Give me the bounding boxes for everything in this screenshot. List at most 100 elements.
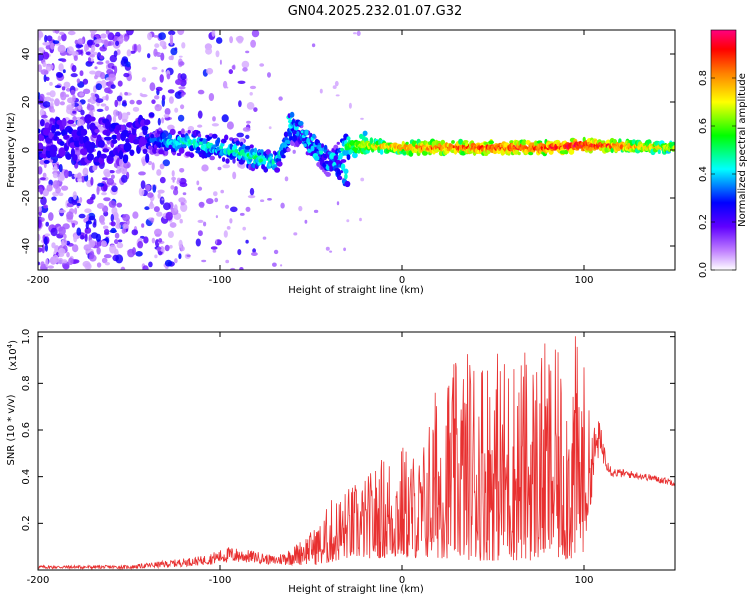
spectrogram-noise-cell — [72, 116, 77, 122]
spectrogram-noise-cell — [195, 238, 201, 247]
spectrogram-band-cell — [94, 128, 100, 134]
spectrogram-noise-cell — [96, 61, 104, 65]
spectrogram-noise-cell — [101, 257, 108, 264]
spectrogram-noise-cell — [50, 227, 58, 237]
spectrogram-noise-cell — [140, 180, 146, 190]
spectrogram-noise-cell — [156, 169, 162, 176]
spectrogram-noise-cell — [228, 69, 233, 75]
spectrogram-noise-cell — [246, 102, 255, 110]
spectrogram-noise-cell — [82, 78, 89, 85]
spectrogram-noise-cell — [101, 79, 107, 89]
spectrogram-band-cell — [129, 149, 135, 156]
spectrogram-noise-cell — [102, 225, 109, 230]
spectrogram-noise-cell — [154, 228, 162, 237]
spectrogram-noise-cell — [115, 31, 121, 38]
spectrogram-noise-cell — [38, 233, 41, 242]
colorbar-tick-label: 0.6 — [698, 118, 709, 134]
spectrogram-noise-cell — [141, 77, 147, 83]
spectrogram-noise-cell — [206, 67, 214, 75]
spectrogram-noise-cell — [201, 164, 209, 172]
spectrogram-noise-cell — [60, 91, 67, 101]
spectrogram-noise-cell — [99, 215, 105, 224]
spectrogram-noise-cell — [82, 260, 91, 268]
spectrogram-noise-cell — [68, 257, 74, 266]
spectrogram-noise-cell — [203, 221, 207, 227]
spectrogram-noise-cell — [147, 32, 153, 41]
spectrogram-noise-cell — [103, 168, 111, 176]
spectrogram-noise-cell — [278, 96, 283, 101]
spectrogram-noise-cell — [120, 112, 129, 121]
spectrogram-noise-cell — [58, 209, 66, 214]
spectrogram-noise-cell — [96, 247, 101, 255]
spectrogram-ridge-cell — [178, 147, 185, 154]
spectrogram-band-cell — [59, 141, 65, 146]
spectrogram-noise-cell — [50, 64, 54, 70]
spectrogram-noise-cell — [95, 83, 103, 91]
spectrogram-noise-cell — [39, 177, 46, 181]
spectrogram-noise-cell — [173, 204, 178, 212]
spectrogram-band-cell — [42, 154, 47, 159]
spectrogram-branch-cell — [338, 175, 343, 181]
spectrogram-noise-cell — [245, 50, 250, 54]
spectrogram-noise-cell — [76, 119, 85, 128]
spectrogram-noise-cell — [147, 160, 153, 166]
spectrogram-noise-cell — [62, 264, 70, 270]
spectrogram-noise-cell — [94, 75, 98, 80]
spectrogram-noise-cell — [39, 186, 44, 195]
spectrogram-band-cell — [100, 153, 107, 159]
spectrogram-noise-cell — [232, 171, 237, 180]
spectrogram-branch-cell — [304, 129, 309, 136]
spectrogram-noise-cell — [45, 64, 52, 72]
spectrogram-noise-cell — [143, 236, 149, 244]
spectrogram-noise-cell — [161, 94, 166, 101]
figure-title: GN04.2025.232.01.07.G32 — [288, 4, 463, 19]
spectrogram-ridge-cell — [161, 132, 166, 140]
spectrogram-noise-cell — [86, 104, 95, 111]
spectrogram-noise-cell — [160, 52, 165, 61]
spectrogram-noise-cell — [171, 170, 175, 177]
spectrogram-noise-cell — [86, 122, 90, 130]
spectrogram-noise-cell — [54, 85, 62, 89]
spectrogram-noise-cell — [72, 191, 78, 201]
spectrogram-noise-cell — [156, 247, 162, 252]
spectrogram-noise-cell — [197, 186, 203, 191]
spectrogram-noise-cell — [45, 258, 49, 268]
spectrogram-noise-cell — [311, 43, 316, 48]
spectrogram-x-axis-label: Height of straight line (km) — [288, 285, 424, 296]
spectrogram-noise-cell — [214, 197, 219, 203]
spectrogram-noise-cell — [59, 101, 65, 106]
spectrogram-noise-cell — [161, 117, 165, 124]
spectrogram-noise-cell — [63, 233, 67, 240]
spectrogram-band-cell — [124, 143, 131, 152]
spectrogram-noise-cell — [65, 87, 71, 92]
spectrogram-noise-cell — [100, 240, 107, 247]
spectrogram-band-cell — [142, 148, 148, 154]
spectrogram-band-cell — [145, 153, 150, 164]
spectrogram-noise-cell — [116, 217, 121, 226]
spectrogram-band-cell — [67, 119, 75, 125]
spectrogram-noise-cell — [103, 254, 112, 259]
spectrogram-branch-cell — [301, 138, 306, 142]
spectrogram-ridge-cell — [244, 145, 251, 150]
spectrogram-noise-cell — [241, 60, 250, 69]
spectrogram-ridge-cell — [168, 133, 173, 140]
spectrogram-noise-cell — [94, 66, 98, 70]
spectrogram-noise-cell — [97, 183, 105, 187]
spectrogram-noise-cell — [197, 89, 205, 95]
spectrogram-noise-cell — [169, 34, 174, 43]
spectrogram-noise-cell — [174, 258, 178, 264]
spectrogram-noise-cell — [159, 40, 166, 47]
spectrogram-band-cell — [141, 125, 149, 132]
spectrogram-noise-cell — [148, 112, 155, 118]
spectrogram-noise-cell — [61, 33, 67, 42]
spectrogram-ridge-cell — [286, 147, 291, 152]
spectrogram-ridge-cell — [352, 152, 358, 159]
spectrogram-noise-cell — [292, 149, 296, 154]
spectrogram-noise-cell — [109, 54, 118, 63]
spectrogram-noise-cell — [343, 247, 346, 252]
spectrogram-noise-cell — [165, 265, 169, 270]
spectrogram-noise-cell — [164, 108, 171, 116]
spectrogram-noise-cell — [85, 51, 91, 56]
spectrogram-noise-cell — [77, 172, 82, 179]
snr-x-tick-label: 100 — [574, 575, 593, 586]
